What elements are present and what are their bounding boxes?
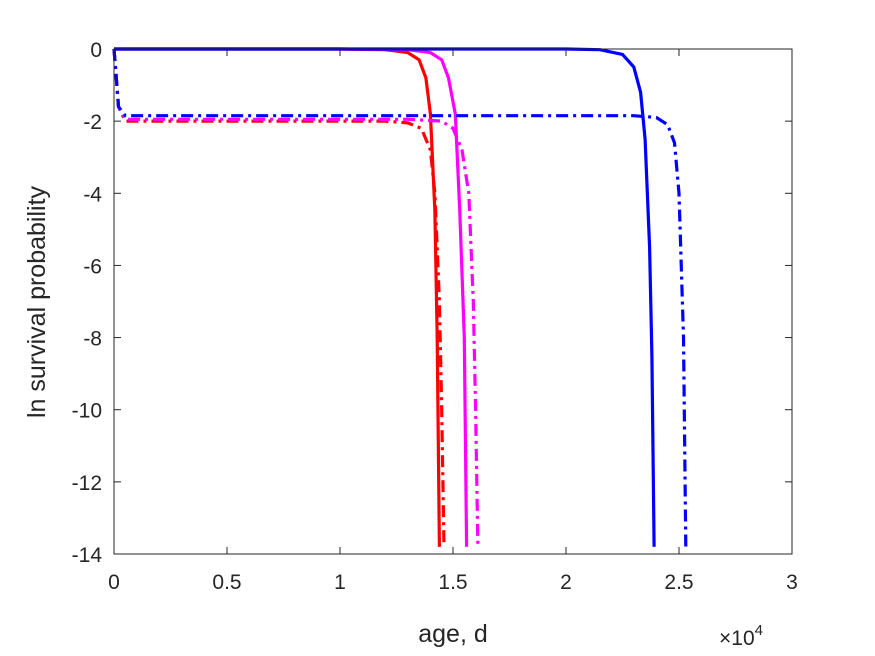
x-multiplier-base: ×10 [719,627,755,650]
x-tick-label: 1 [334,571,346,594]
y-tick-label: -10 [72,400,102,423]
x-tick-label: 0.5 [212,571,241,594]
y-tick-label: -2 [83,111,102,134]
y-axis-ticks: 0 -2 -4 -6 -8 -10 -12 -14 [72,39,792,567]
x-axis-ticks: 0 0.5 1 1.5 2 2.5 3 [108,49,798,594]
y-tick-label: 0 [90,39,102,62]
y-tick-label: -8 [83,328,102,351]
plot-background [114,49,792,554]
x-tick-label: 2.5 [664,571,693,594]
x-tick-label: 1.5 [438,571,467,594]
x-multiplier-exponent: 4 [755,622,763,639]
y-tick-label: -6 [83,255,102,278]
series-layer [112,47,688,547]
x-axis-label: age, d [418,620,488,648]
x-tick-label: 3 [786,571,798,594]
y-tick-label: -14 [72,544,103,567]
y-tick-label: -12 [72,472,102,495]
y-tick-label: -4 [83,183,102,206]
y-axis-label: ln survival probability [23,185,51,418]
x-axis-multiplier: ×104 [719,622,763,650]
x-tick-label: 0 [108,571,120,594]
series-line-6 [112,48,688,547]
x-tick-label: 2 [560,571,572,594]
